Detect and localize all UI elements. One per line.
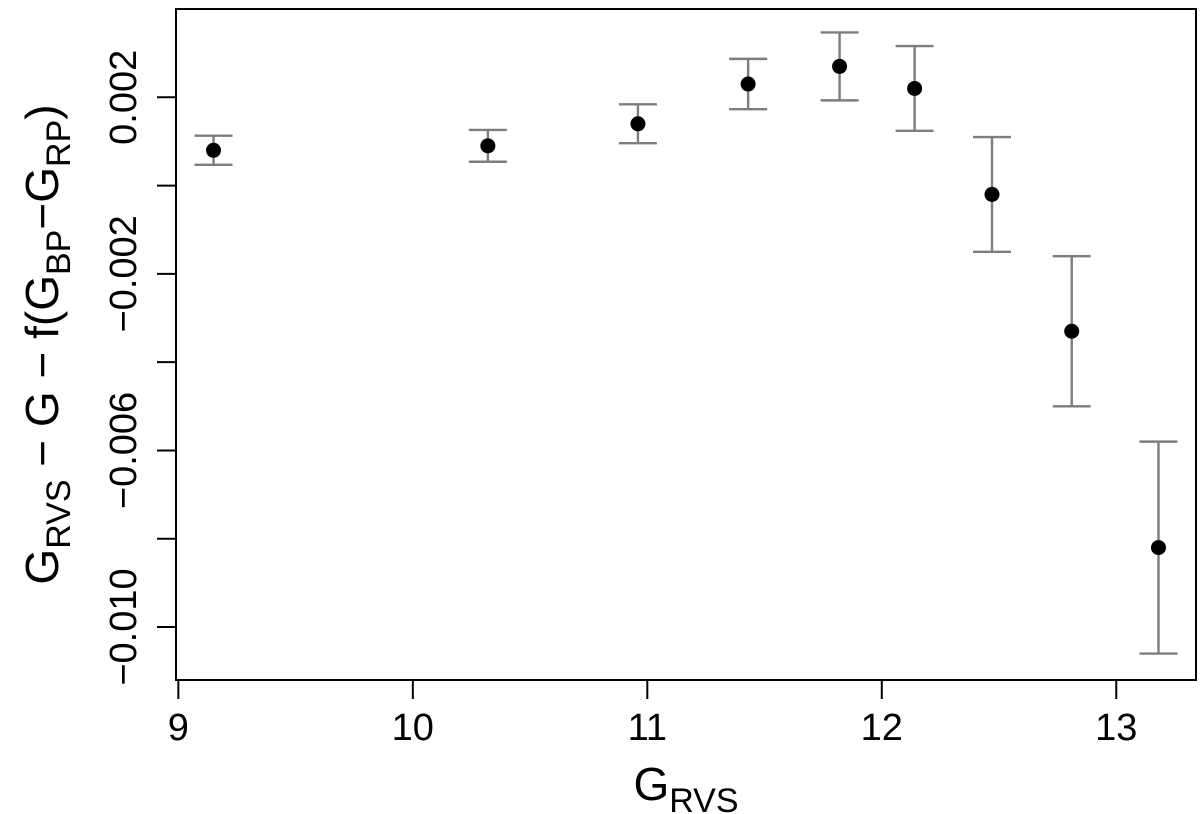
data-point [740,76,756,92]
axis-label-text: G [16,549,68,585]
x-tick-label: 12 [861,707,903,749]
y-axis-label: GRVS − G − f(GBP−GRP) [16,104,78,584]
axis-label-text: −G [16,167,68,230]
y-tick-label: −0.010 [103,568,145,685]
data-point [832,58,848,74]
data-point [1150,540,1166,556]
data-point [206,142,222,158]
axis-label-text: − G − f(G [16,275,68,480]
data-point [480,138,496,154]
axis-label-text: ) [16,104,68,119]
data-point [630,116,646,132]
data-point [907,80,923,96]
y-tick-label: −0.006 [103,392,145,509]
plot-box [175,8,1197,681]
axis-label-subscript: RVS [669,782,738,814]
data-point [984,186,1000,202]
x-tick-label: 10 [392,707,434,749]
axis-label-subscript: RP [40,120,78,167]
x-tick-label: 13 [1095,707,1137,749]
x-tick-label: 9 [168,707,189,749]
axis-label-subscript: BP [40,230,78,275]
data-point [1064,323,1080,339]
axis-label-text: G [633,758,669,810]
axis-label-subscript: RVS [40,480,78,549]
x-tick-label: 11 [628,707,667,749]
y-tick-label: 0.002 [103,50,145,145]
y-tick-label: −0.002 [103,215,145,332]
x-axis-label: GRVS [633,758,738,814]
